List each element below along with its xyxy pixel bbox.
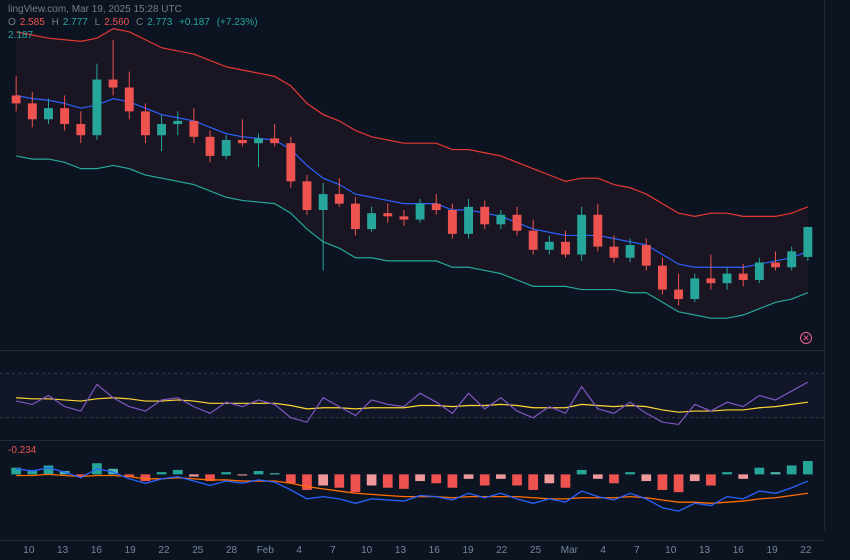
ohlc-low: 2.560 [104, 17, 129, 28]
rsi-chart-svg [0, 351, 824, 440]
ohlc-close: 2.773 [147, 17, 172, 28]
chart-header: lingView.com, Mar 19, 2025 15:28 UTC O2.… [8, 4, 262, 41]
x-axis-tick: 22 [158, 545, 169, 556]
x-axis-tick: 28 [226, 545, 237, 556]
y-axis [824, 0, 850, 530]
x-axis-tick: 7 [634, 545, 640, 556]
x-axis-tick: 10 [665, 545, 676, 556]
indicator-readout: 2.187 [8, 30, 262, 41]
x-axis-tick: 19 [462, 545, 473, 556]
x-axis-tick: 13 [57, 545, 68, 556]
x-axis-tick: 13 [699, 545, 710, 556]
x-axis-tick: 4 [600, 545, 606, 556]
ohlc-change: +0.187 [179, 17, 210, 28]
x-axis-tick: 22 [496, 545, 507, 556]
x-axis-tick: 16 [91, 545, 102, 556]
x-axis-tick: 16 [733, 545, 744, 556]
ohlc-open: 2.585 [20, 17, 45, 28]
x-axis-tick: 7 [330, 545, 336, 556]
ohlc-high: 2.777 [63, 17, 88, 28]
alert-marker-icon[interactable]: ✕ [800, 332, 812, 344]
x-axis-tick: 22 [800, 545, 811, 556]
ohlc-readout: O2.585 H2.777 L2.560 C2.773 +0.187 (+7.2… [8, 17, 262, 28]
x-axis-tick: 13 [395, 545, 406, 556]
x-axis-tick: Feb [257, 545, 274, 556]
rsi-panel[interactable] [0, 350, 824, 440]
x-axis-tick: 19 [767, 545, 778, 556]
macd-value-label: -0.234 [8, 445, 36, 456]
x-axis-tick: 19 [125, 545, 136, 556]
price-panel[interactable] [0, 0, 824, 350]
ohlc-pct: (+7.23%) [217, 17, 258, 28]
x-axis: 10 13 16 19 22 25 28 Feb 4 7 10 13 16 19 22 25 Mar 4 7 10 13… [0, 540, 824, 560]
x-axis-tick: 4 [296, 545, 302, 556]
price-chart-svg [0, 0, 824, 350]
x-axis-tick: 25 [530, 545, 541, 556]
macd-chart-svg [0, 441, 824, 530]
x-axis-tick: 16 [429, 545, 440, 556]
source-timestamp: lingView.com, Mar 19, 2025 15:28 UTC [8, 4, 262, 15]
x-axis-tick: 10 [361, 545, 372, 556]
chart-container: lingView.com, Mar 19, 2025 15:28 UTC O2.… [0, 0, 850, 560]
x-axis-tick: 10 [23, 545, 34, 556]
x-axis-tick: 25 [192, 545, 203, 556]
x-axis-tick: Mar [561, 545, 578, 556]
macd-panel[interactable]: -0.234 [0, 440, 824, 530]
